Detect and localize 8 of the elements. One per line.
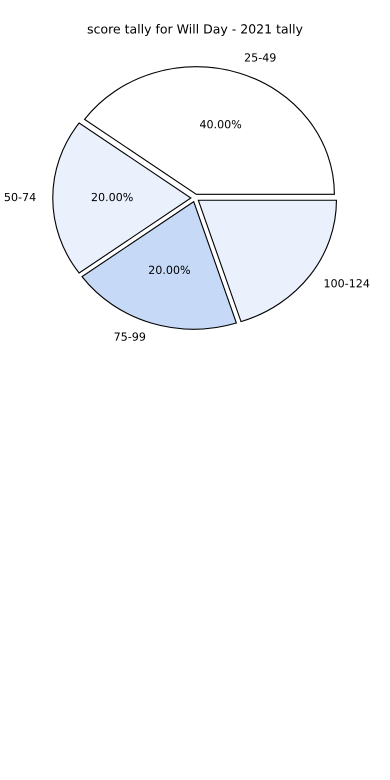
slice-label: 25-49 [244,53,276,62]
chart-title: score tally for Will Day - 2021 tally [88,24,303,36]
slice-label: 75-99 [114,332,146,341]
data-label: 20.00% [92,192,133,202]
data-label: 20.00% [149,266,190,274]
slice-label: 50-74 [4,192,36,202]
data-label: 40.00% [200,120,242,128]
slice-label: 100-124 [324,279,370,288]
